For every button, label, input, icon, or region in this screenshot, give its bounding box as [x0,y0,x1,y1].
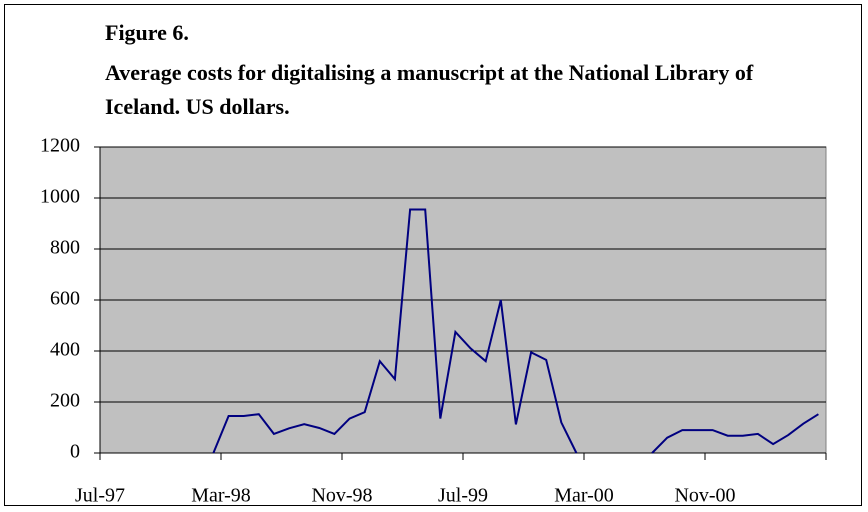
x-tick-label: Nov-00 [674,485,735,507]
y-tick-label: 800 [50,237,80,259]
y-tick-label: 400 [50,339,80,361]
y-tick-label: 1200 [40,135,80,157]
line-series [212,208,819,454]
x-tick-label: Jul-97 [75,485,125,507]
x-tick-label: Nov-98 [311,485,372,507]
y-tick-label: 600 [50,288,80,310]
y-tick-label: 200 [50,390,80,412]
chart-frame [4,4,862,506]
y-tick-label: 1000 [40,186,80,208]
figure-label: Figure 6. [105,20,189,45]
x-tick-label: Mar-00 [554,485,614,507]
y-tick-label: 0 [70,441,80,463]
x-tick-label: Mar-98 [191,485,251,507]
x-tick-label: Jul-99 [438,485,488,507]
chart-title: Average costs for digitalising a manuscr… [105,60,754,119]
